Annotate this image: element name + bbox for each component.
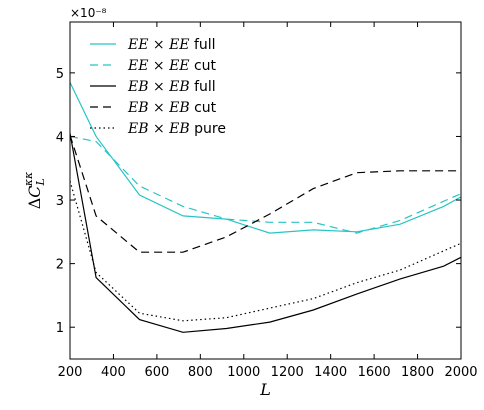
x-tick-label: 1600 — [358, 365, 391, 380]
series-line-3 — [69, 133, 462, 333]
y-tick-label: 3 — [56, 194, 64, 209]
x-tick-label: 800 — [188, 365, 213, 380]
legend-label: EB × EB pure — [127, 121, 226, 137]
legend-label: EE × EE cut — [127, 58, 217, 74]
legend-label: EB × EB full — [127, 79, 216, 95]
x-tick-label: 600 — [144, 365, 169, 380]
legend-item-2: EE × EE cut — [90, 58, 217, 74]
x-tick-label: 400 — [101, 365, 126, 380]
series-line-1 — [69, 82, 462, 234]
legend-item-1: EE × EE full — [90, 37, 216, 53]
x-tick-label: 1000 — [227, 365, 260, 380]
series-line-5 — [69, 180, 462, 322]
y-tick-label: 2 — [56, 258, 64, 273]
x-tick-label: 1200 — [271, 365, 304, 380]
series-layer — [69, 82, 462, 333]
x-axis-label: L — [259, 380, 271, 399]
legend-item-4: EB × EB cut — [90, 100, 217, 116]
y-axis-label: ΔCLκκ — [22, 171, 47, 209]
legend-item-3: EB × EB full — [90, 79, 216, 95]
series-line-2 — [69, 135, 462, 234]
y-axis-label-text: ΔCLκκ — [22, 171, 47, 209]
plot-frame — [69, 21, 462, 360]
y-tick-label: 5 — [56, 67, 64, 82]
legend-label: EB × EB cut — [127, 100, 217, 116]
x-tick-label: 2000 — [444, 365, 477, 380]
legend: EE × EE full EE × EE cut EB × EB full EB × … — [90, 37, 226, 137]
legend-item-5: EB × EB pure — [90, 121, 226, 137]
x-axis-label-text: L — [259, 380, 271, 399]
y-tick-label: 1 — [56, 321, 64, 336]
tick-layer: 200 400 600 800 1000 1200 1400 1600 1800 2000 1 2 3 4… — [56, 22, 478, 380]
x-tick-label: 1400 — [314, 365, 347, 380]
x-tick-label: 200 — [58, 365, 83, 380]
legend-label: EE × EE full — [127, 37, 216, 53]
y-axis-multiplier: ×10⁻⁸ — [70, 6, 107, 20]
x-tick-label: 1800 — [401, 365, 434, 380]
y-tick-label: 4 — [56, 130, 64, 145]
series-line-4 — [69, 135, 461, 253]
